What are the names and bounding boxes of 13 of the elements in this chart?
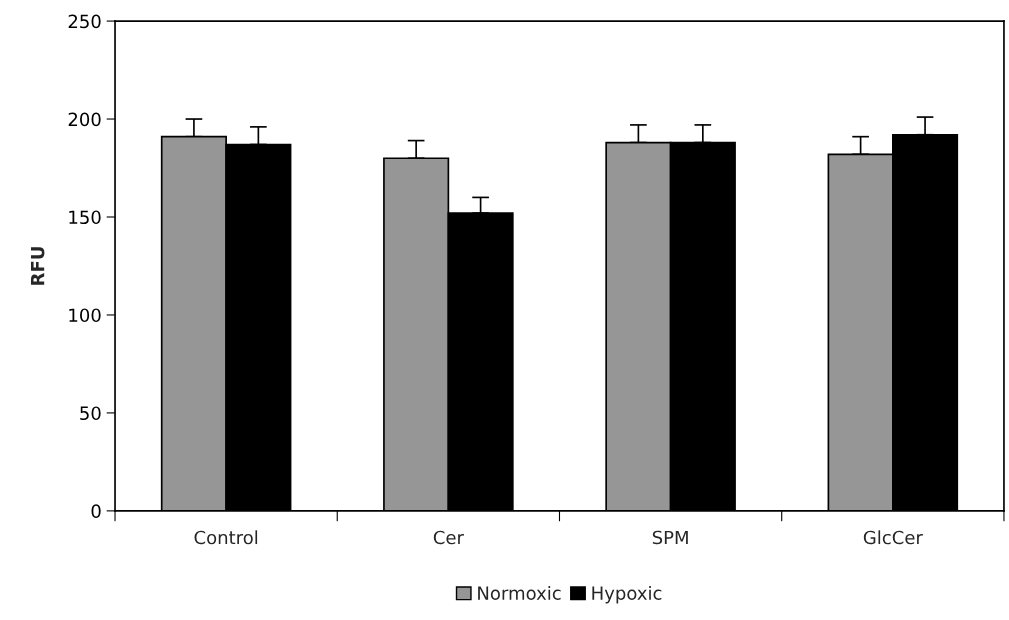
x-tick-label: Control: [194, 530, 258, 545]
y-tick-label: 100: [69, 308, 101, 323]
legend-label: Normoxic: [478, 585, 561, 600]
y-tick-label: 0: [91, 504, 101, 518]
legend-label: Hypoxic: [592, 585, 662, 604]
x-tick-label: Cer: [433, 530, 464, 545]
y-tick-label: 200: [68, 112, 101, 127]
x-tick-label: SPM: [652, 530, 688, 545]
x-tick-label: GlcCer: [863, 530, 923, 545]
y-tick-label: 250: [68, 14, 101, 29]
y-axis-title: RFU: [31, 247, 45, 285]
y-tick-label: 50: [80, 406, 101, 421]
y-tick-label: 150: [69, 210, 101, 225]
